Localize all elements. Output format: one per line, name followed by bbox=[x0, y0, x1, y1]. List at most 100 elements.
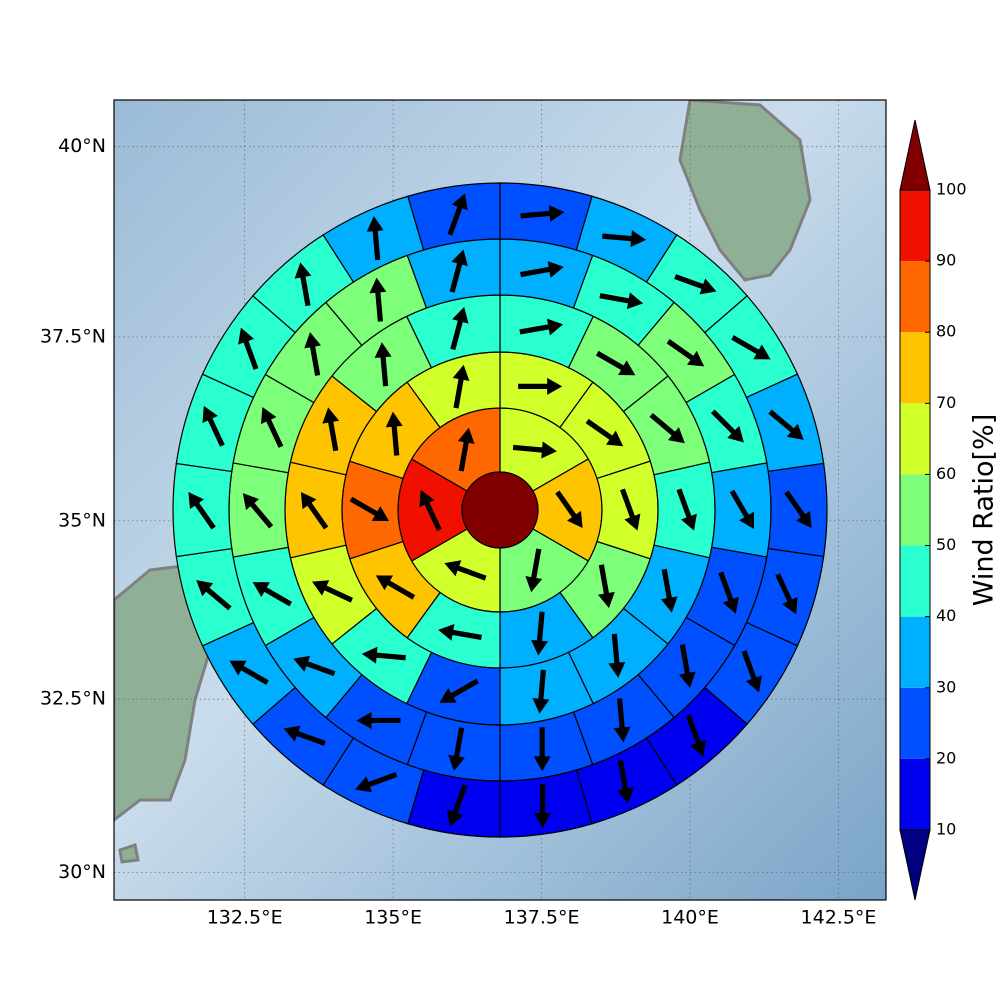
wind-arrow bbox=[457, 427, 475, 472]
colorbar-bin bbox=[900, 616, 930, 688]
wind-arrow bbox=[448, 727, 465, 771]
land bbox=[678, 100, 812, 282]
wind-arrow bbox=[447, 193, 468, 236]
wind-arrow bbox=[710, 409, 744, 443]
wind-arrow bbox=[519, 318, 564, 336]
colorbar-tick-label: 80 bbox=[936, 322, 956, 341]
wind-arrow bbox=[238, 327, 259, 370]
wind-arrow bbox=[666, 339, 705, 367]
land bbox=[118, 843, 140, 864]
wind-arrow bbox=[520, 204, 565, 222]
x-tick-label: 132.5°E bbox=[207, 907, 283, 929]
wind-arrow bbox=[512, 441, 557, 459]
wind-arrow bbox=[595, 350, 636, 376]
y-tick-label: 32.5°N bbox=[40, 688, 106, 710]
wind-arrow bbox=[620, 488, 641, 531]
wind-arrow bbox=[674, 274, 717, 295]
y-tick-label: 40°N bbox=[58, 135, 106, 157]
wind-arrow bbox=[419, 490, 442, 532]
colorbar-tick-label: 100 bbox=[936, 180, 967, 199]
wind-arrow bbox=[304, 332, 322, 376]
y-tick-label: 37.5°N bbox=[40, 325, 106, 347]
y-tick-label: 30°N bbox=[58, 861, 106, 883]
colorbar-tick-label: 40 bbox=[936, 606, 956, 625]
colorbar-under bbox=[899, 829, 931, 901]
wind-arrow bbox=[532, 669, 550, 714]
wind-arrows bbox=[188, 193, 812, 828]
land bbox=[114, 563, 217, 822]
wind-arrow bbox=[283, 725, 326, 746]
y-tick-label: 35°N bbox=[58, 509, 106, 531]
wind-arrow bbox=[188, 491, 216, 530]
colorbar-over bbox=[899, 119, 931, 191]
wind-arrow bbox=[322, 407, 340, 452]
wind-arrow bbox=[534, 783, 552, 828]
wind-arrow bbox=[555, 490, 583, 529]
wind-arrow bbox=[450, 306, 469, 351]
sector bbox=[407, 769, 501, 838]
wind-arrow bbox=[518, 377, 563, 395]
x-tick-label: 140°E bbox=[661, 907, 719, 929]
wind-arrow bbox=[768, 409, 804, 440]
sector bbox=[499, 182, 593, 251]
wind-arrow bbox=[525, 548, 543, 593]
wind-arrow bbox=[355, 772, 398, 793]
wind-arrow bbox=[293, 655, 336, 677]
wind-arrow bbox=[349, 496, 390, 521]
colorbar-tick-label: 20 bbox=[936, 748, 956, 767]
wind-arrow bbox=[685, 714, 707, 757]
wind-arrow bbox=[729, 489, 754, 530]
wind-arrow bbox=[385, 411, 403, 456]
wind-arrow bbox=[784, 490, 812, 529]
wind-arrow bbox=[438, 624, 482, 641]
colorbar-label: Wind Ratio[%] bbox=[969, 414, 1000, 606]
colorbar-bin bbox=[900, 687, 930, 759]
wind-arrow bbox=[439, 678, 479, 703]
colorbar-bin bbox=[900, 474, 930, 546]
colorbar-frame bbox=[899, 189, 931, 831]
colorbar-bin bbox=[900, 332, 930, 404]
wind-arrow bbox=[242, 493, 274, 529]
center-disk bbox=[461, 471, 539, 549]
colorbar-bin bbox=[900, 758, 930, 830]
colorbar-bin bbox=[900, 545, 930, 617]
colorbar-tick-label: 70 bbox=[936, 393, 956, 412]
wind-arrow bbox=[447, 784, 468, 827]
wind-arrow bbox=[300, 491, 329, 530]
wind-arrow bbox=[598, 564, 615, 609]
sector-rings bbox=[172, 182, 828, 838]
wind-arrow bbox=[599, 292, 644, 310]
wind-arrow bbox=[229, 660, 269, 685]
wind-arrow bbox=[531, 611, 549, 656]
wind-arrow bbox=[312, 580, 354, 603]
wind-arrow bbox=[585, 418, 624, 447]
x-tick-label: 137.5°E bbox=[504, 907, 580, 929]
wind-arrow bbox=[660, 568, 678, 613]
colorbar-tick-label: 90 bbox=[936, 251, 956, 270]
wind-arrow bbox=[449, 249, 468, 293]
wind-arrow bbox=[375, 575, 416, 600]
colorbar-tick-label: 30 bbox=[936, 677, 956, 696]
wind-arrow bbox=[356, 711, 401, 729]
wind-arrow bbox=[608, 633, 626, 678]
colorbar-tick-label: 60 bbox=[936, 464, 956, 483]
colorbar-bin bbox=[900, 190, 930, 262]
wind-arrow bbox=[676, 488, 697, 531]
wind-arrow bbox=[374, 342, 392, 387]
wind-arrow bbox=[533, 727, 551, 772]
wind-arrow bbox=[678, 644, 696, 688]
colorbar-bin bbox=[900, 261, 930, 333]
wind-arrow bbox=[361, 646, 406, 664]
wind-arrow bbox=[196, 580, 232, 611]
axes: 132.5°E 135°E 137.5°E 140°E 142.5°E 30°N 32.5°… bbox=[40, 135, 876, 928]
wind-arrow bbox=[294, 262, 312, 307]
wind-arrow bbox=[741, 650, 762, 693]
wind-arrow bbox=[718, 571, 739, 614]
colorbar-tick-label: 50 bbox=[936, 535, 956, 554]
colorbar-bin bbox=[900, 403, 930, 475]
wind-arrow bbox=[602, 230, 647, 248]
wind-arrow bbox=[260, 406, 284, 448]
wind-arrow bbox=[649, 412, 685, 444]
wind-arrow bbox=[520, 261, 564, 278]
